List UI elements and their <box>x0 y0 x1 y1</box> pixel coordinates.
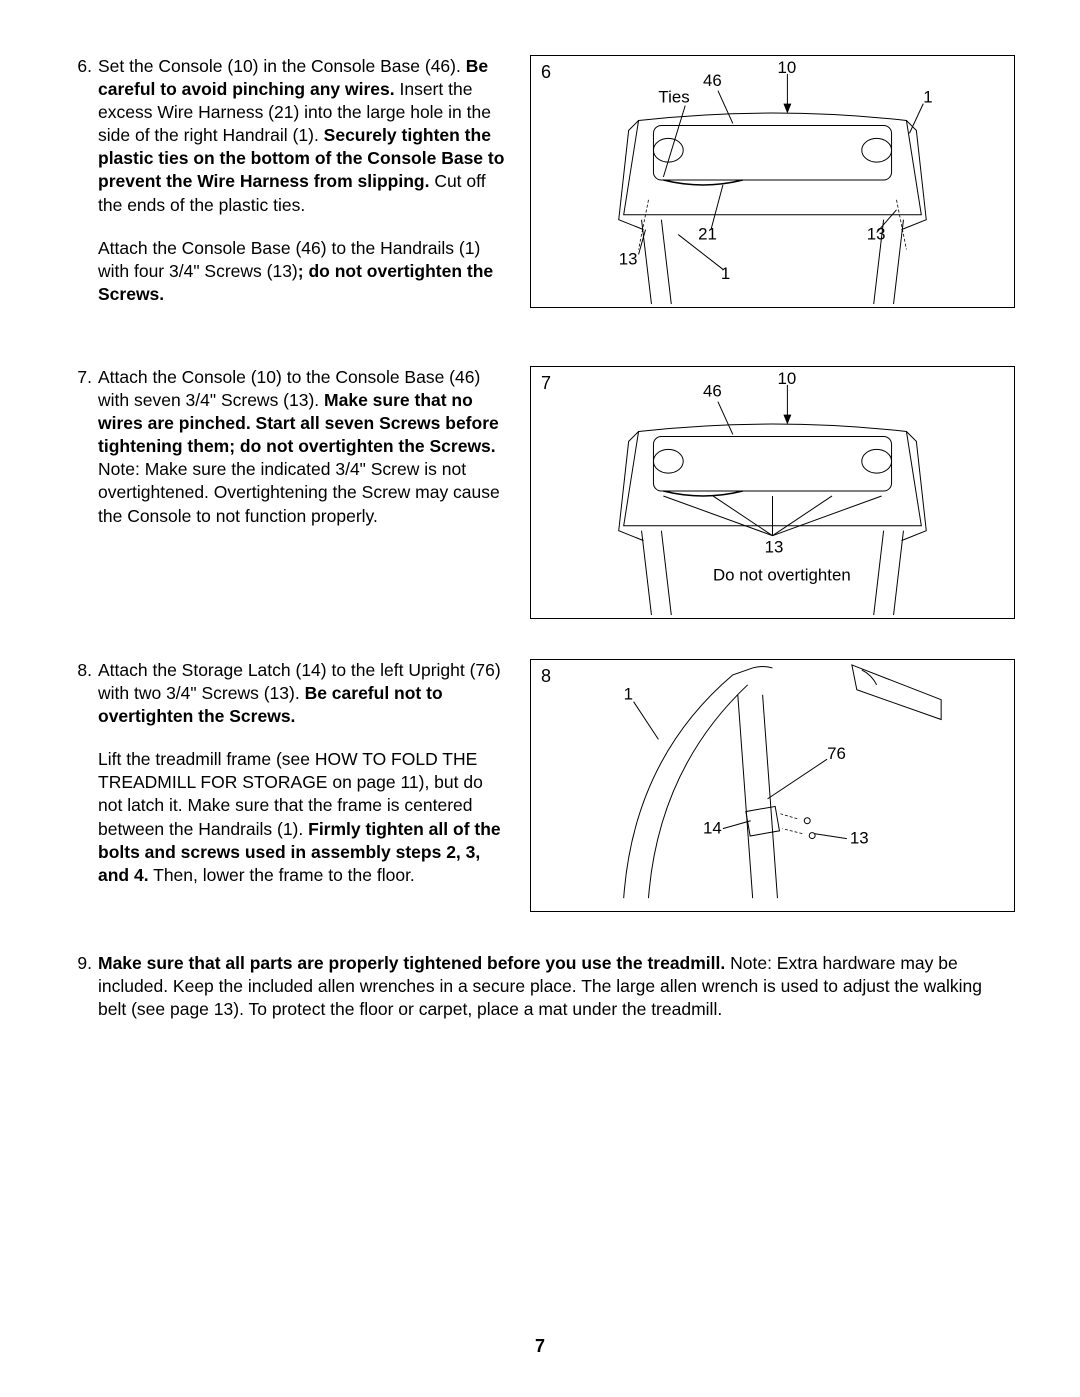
step7-number: 7. <box>70 366 98 389</box>
step6-body: Set the Console (10) in the Console Base… <box>98 55 505 326</box>
step6-number: 6. <box>70 55 98 78</box>
s9-p1-a: Make sure that all parts are properly ti… <box>98 953 725 973</box>
s6-p1-a: Set the Console (10) in the Console Base… <box>98 56 466 76</box>
step9-number: 9. <box>70 952 98 975</box>
page-number: 7 <box>0 1336 1080 1357</box>
s8-p2-c: Then, lower the frame to the floor. <box>149 865 415 885</box>
fig6-label-1b: 1 <box>721 264 730 283</box>
figure-7: 7 <box>530 366 1015 619</box>
step7-body: Attach the Console (10) to the Console B… <box>98 366 505 548</box>
fig6-label-21: 21 <box>698 225 717 244</box>
fig8-number: 8 <box>541 666 551 687</box>
step8-body: Attach the Storage Latch (14) to the lef… <box>98 659 505 907</box>
fig8-label-1: 1 <box>624 685 633 704</box>
fig6-label-ties: Ties <box>658 88 689 107</box>
fig7-label-10: 10 <box>777 369 796 388</box>
fig7-number: 7 <box>541 373 551 394</box>
figure-6: 6 <box>530 55 1015 308</box>
step8-number: 8. <box>70 659 98 682</box>
figure-8: 8 1 <box>530 659 1015 912</box>
fig8-label-13: 13 <box>850 828 869 847</box>
fig6-label-1: 1 <box>923 88 932 107</box>
fig7-label-46: 46 <box>703 382 722 401</box>
fig6-label-46: 46 <box>703 71 722 90</box>
s7-p1-c: Note: Make sure the indicated 3/4" Screw… <box>98 459 500 525</box>
fig6-label-10: 10 <box>777 58 796 77</box>
step9-body: Make sure that all parts are properly ti… <box>98 952 1000 1041</box>
fig8-label-14: 14 <box>703 819 722 838</box>
fig6-number: 6 <box>541 62 551 83</box>
fig8-label-76: 76 <box>827 744 846 763</box>
fig6-label-13a: 13 <box>867 225 886 244</box>
fig7-label-13: 13 <box>765 537 784 556</box>
fig7-label-note: Do not overtighten <box>713 565 851 584</box>
fig6-label-13b: 13 <box>619 249 638 268</box>
